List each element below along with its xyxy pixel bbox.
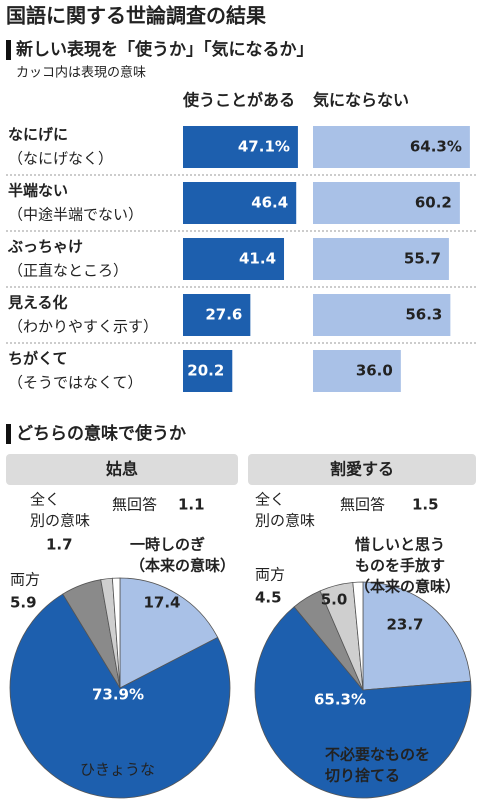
- slice-label: 切り捨てる: [325, 767, 400, 785]
- value-label: 56.3: [405, 306, 442, 324]
- slice-label: 両方: [255, 566, 285, 584]
- pie-slice: [119, 577, 219, 689]
- value-label: 5.9: [10, 594, 37, 612]
- bar: [313, 238, 449, 280]
- slice-label: 無回答: [112, 496, 157, 514]
- bar: [183, 182, 297, 224]
- slice-label: 一時しのぎ: [130, 536, 205, 554]
- bar: [313, 126, 470, 168]
- value-label: 64.3%: [410, 138, 462, 156]
- slice-label: ものを手放す: [355, 557, 445, 575]
- legend-label: 気にならない: [313, 91, 409, 110]
- value-label: 17.4: [143, 594, 180, 612]
- value-label: 55.7: [404, 250, 441, 268]
- bar: [183, 238, 285, 280]
- heading-marker: [6, 40, 11, 60]
- slice-label: 別の意味: [255, 512, 315, 530]
- bar: [313, 182, 460, 224]
- pie-slice: [9, 593, 231, 799]
- heading-marker: [6, 424, 11, 444]
- slice-label: 惜しいと思う: [355, 536, 445, 554]
- value-label: 27.6: [205, 306, 242, 324]
- section-title: 新しい表現を「使うか」「気になるか」: [16, 39, 314, 60]
- category-note: （わかりやすく示す）: [8, 318, 158, 336]
- slice-label: 別の意味: [30, 512, 90, 530]
- section-title: どちらの意味で使うか: [16, 423, 186, 444]
- bar: [313, 294, 451, 336]
- category-label: ぶっちゃけ: [7, 238, 83, 256]
- value-label: 73.9%: [92, 686, 144, 704]
- value-label: 1.7: [46, 536, 73, 554]
- pie-slice: [352, 581, 364, 691]
- category-label: ちがくて: [8, 350, 68, 368]
- pie-slice: [254, 606, 472, 799]
- category-note: （正直なところ）: [8, 262, 128, 280]
- pie-title: 割愛する: [330, 460, 394, 479]
- category-label: なにげに: [8, 126, 68, 144]
- pie-header: [248, 454, 476, 485]
- category-note: （なにげなく）: [8, 150, 113, 168]
- bar: [313, 350, 401, 392]
- slice-label: 両方: [10, 571, 40, 589]
- slice-label: 無回答: [340, 496, 385, 514]
- value-label: 36.0: [356, 362, 393, 380]
- pie-header: [6, 454, 238, 485]
- category-label: 見える化: [7, 294, 68, 312]
- value-label: 41.4: [239, 250, 276, 268]
- slice-label: 不必要なものを: [325, 746, 430, 764]
- value-label: 4.5: [255, 589, 282, 607]
- value-label: 46.4: [251, 194, 288, 212]
- subtitle: カッコ内は表現の意味: [16, 65, 146, 81]
- slice-label: （本来の意味）: [130, 557, 235, 575]
- category-label: 半端ない: [8, 182, 68, 200]
- page-title: 国語に関する世論調査の結果: [6, 4, 266, 28]
- pie-slice: [111, 577, 121, 689]
- pie-slice: [362, 581, 472, 691]
- slice-label: （本来の意味）: [355, 578, 460, 596]
- value-label: 65.3%: [314, 691, 366, 709]
- value-label: 47.1%: [238, 138, 290, 156]
- bar: [183, 294, 251, 336]
- category-note: （そうではなくて）: [8, 374, 143, 392]
- pie-title: 姑息: [106, 460, 138, 479]
- value-label: 5.0: [321, 591, 348, 609]
- value-label: 23.7: [386, 616, 423, 634]
- value-label: 60.2: [415, 194, 452, 212]
- value-label: 1.1: [178, 496, 205, 514]
- slice-label: 全く: [30, 491, 60, 509]
- slice-label: ひきょうな: [80, 761, 155, 779]
- category-note: （中途半端でない）: [8, 206, 143, 224]
- slice-label: 全く: [255, 491, 285, 509]
- legend-label: 使うことがある: [182, 91, 295, 110]
- bar: [183, 350, 233, 392]
- value-label: 1.5: [412, 496, 439, 514]
- bar: [183, 126, 298, 168]
- value-label: 20.2: [187, 362, 224, 380]
